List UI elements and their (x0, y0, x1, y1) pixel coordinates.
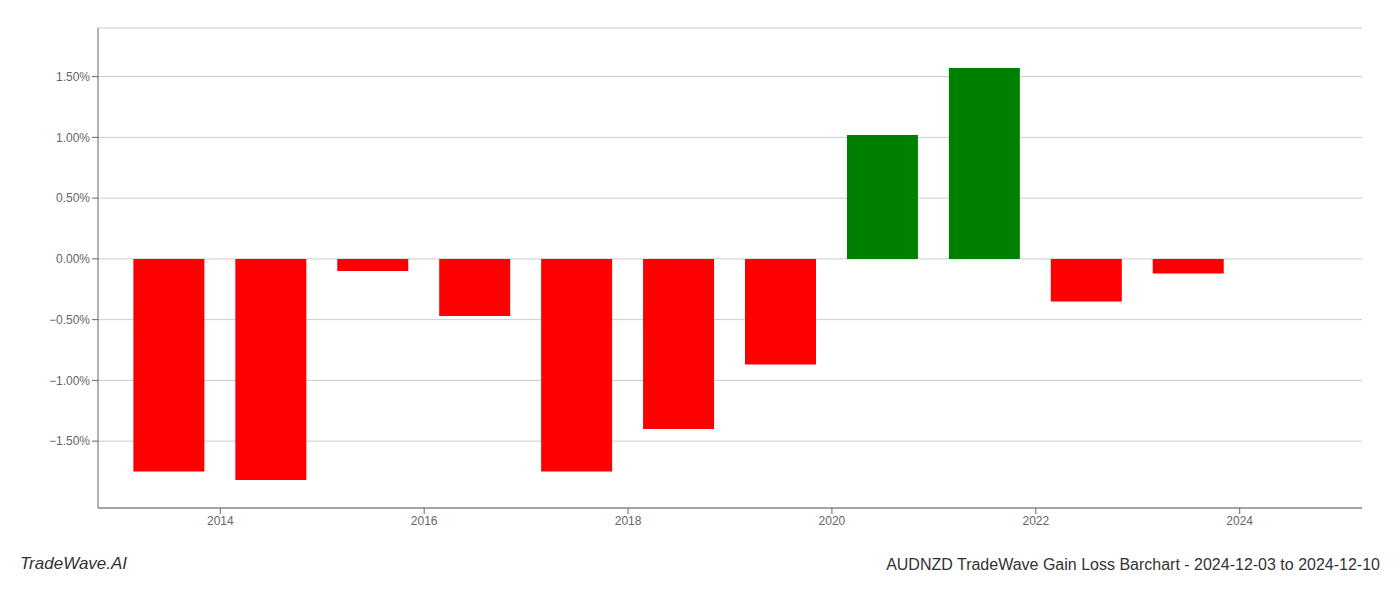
svg-text:2024: 2024 (1226, 514, 1253, 528)
svg-text:0.50%: 0.50% (56, 191, 90, 205)
svg-text:1.00%: 1.00% (56, 131, 90, 145)
svg-text:1.50%: 1.50% (56, 70, 90, 84)
svg-text:2018: 2018 (615, 514, 642, 528)
svg-text:−1.00%: −1.00% (49, 374, 90, 388)
svg-text:−0.50%: −0.50% (49, 313, 90, 327)
html-text:AUDNZD TradeWave Gain Loss Bar: AUDNZD TradeWave Gain Loss Barchart - 20… (886, 556, 1380, 573)
svg-text:2014: 2014 (207, 514, 234, 528)
svg-text:2022: 2022 (1022, 514, 1049, 528)
svg-text:2020: 2020 (819, 514, 846, 528)
svg-text:−1.50%: −1.50% (49, 434, 90, 448)
svg-text:0.00%: 0.00% (56, 252, 90, 266)
svg-text:2016: 2016 (411, 514, 438, 528)
html-text:TradeWave.AI: TradeWave.AI (20, 554, 128, 573)
